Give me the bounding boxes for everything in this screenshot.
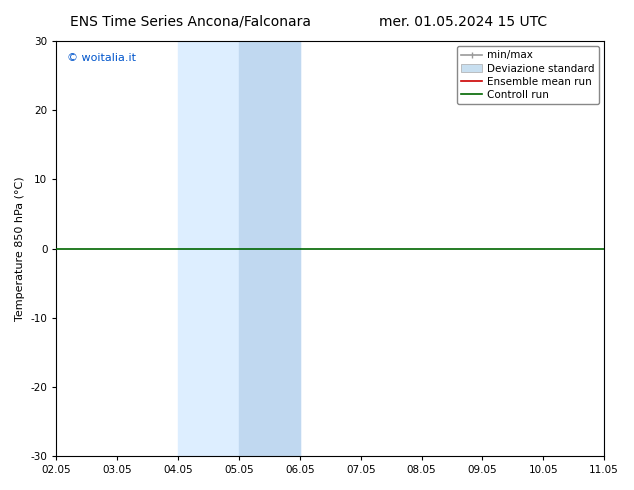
Legend: min/max, Deviazione standard, Ensemble mean run, Controll run: min/max, Deviazione standard, Ensemble m… — [457, 46, 599, 104]
Bar — [619, 41, 634, 456]
Bar — [604, 41, 634, 456]
Text: © woitalia.it: © woitalia.it — [67, 53, 136, 64]
Text: ENS Time Series Ancona/Falconara: ENS Time Series Ancona/Falconara — [70, 15, 311, 29]
Y-axis label: Temperature 850 hPa (°C): Temperature 850 hPa (°C) — [15, 176, 25, 321]
Bar — [239, 41, 300, 456]
Text: mer. 01.05.2024 15 UTC: mer. 01.05.2024 15 UTC — [378, 15, 547, 29]
Bar — [178, 41, 300, 456]
